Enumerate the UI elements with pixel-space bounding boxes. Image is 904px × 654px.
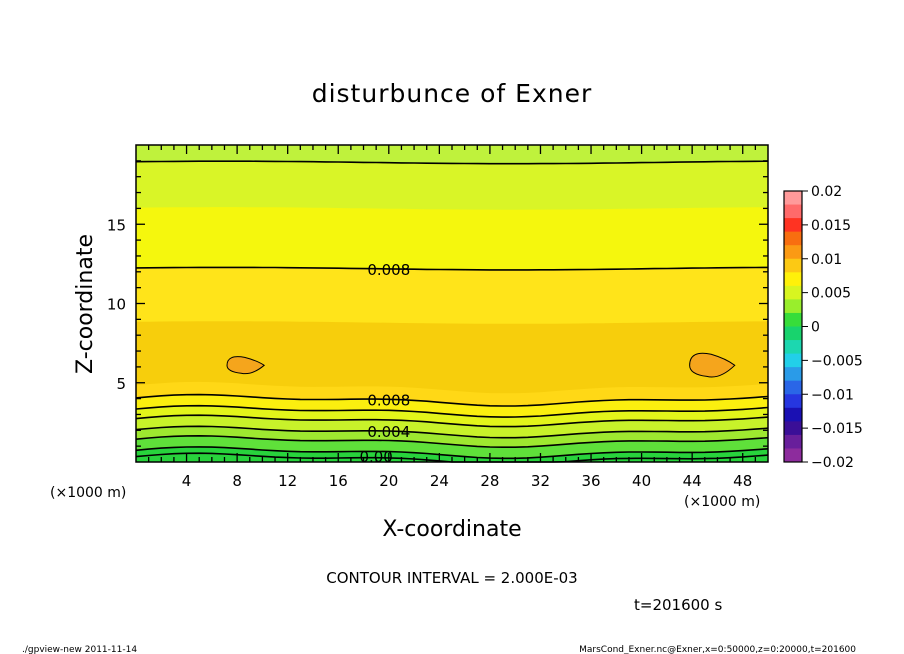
- contour-line-0: [135, 160, 769, 165]
- contour-blob-1: [689, 352, 736, 378]
- colorbar-swatch: [784, 421, 802, 436]
- contour-label-2: 0.004: [367, 423, 410, 441]
- colorbar-swatch: [784, 312, 802, 327]
- x-tick-label: 8: [232, 472, 242, 490]
- x-tick-label: 12: [278, 472, 297, 490]
- x-tick-label: 4: [182, 472, 192, 490]
- colorbar-swatch: [784, 380, 802, 395]
- contour-line-3: [135, 404, 769, 418]
- contour-lines: [135, 160, 769, 463]
- colorbar-tick-label: −0.01: [811, 387, 854, 403]
- y-tick-labels: 5 10 15: [107, 216, 126, 393]
- colorbar-swatch: [784, 191, 802, 206]
- x-tick-label: 36: [581, 472, 600, 490]
- x-tick-label: 40: [632, 472, 651, 490]
- chart-title: disturbunce of Exner: [312, 79, 593, 108]
- colorbar-tick-label: −0.015: [811, 421, 863, 437]
- x-axis-label: X-coordinate: [382, 517, 521, 542]
- y-tick-label: 5: [116, 375, 126, 393]
- contour-interval-text: CONTOUR INTERVAL = 2.000E-03: [326, 569, 577, 587]
- colorbar-tick-label: 0.02: [811, 184, 842, 200]
- colorbar-swatch: [784, 272, 802, 287]
- y-tick-label: 10: [107, 296, 126, 314]
- colorbar-swatch: [784, 434, 802, 449]
- colorbar-swatch: [784, 204, 802, 219]
- colorbar-tick-label: 0.015: [811, 218, 851, 234]
- colorbar-swatch: [784, 353, 802, 368]
- x-tick-label: 28: [480, 472, 499, 490]
- x-tick-label: 32: [531, 472, 550, 490]
- plot-blobs: [226, 352, 736, 378]
- contour-label-1: 0.008: [367, 391, 410, 409]
- contour-line-1: [135, 266, 769, 271]
- colorbar-swatch: [784, 258, 802, 273]
- x-tick-label: 44: [683, 472, 702, 490]
- x-tick-label: 16: [329, 472, 348, 490]
- x-unit-left: (×1000 m): [50, 485, 126, 501]
- contour-line-4: [135, 414, 769, 428]
- colorbar-labels: 0.02 0.015 0.01 0.005 0 −0.005 −0.01 −0.015 −0.0…: [811, 184, 863, 471]
- colorbar-tick-label: 0.005: [811, 286, 851, 302]
- colorbar-swatch: [784, 218, 802, 233]
- contour-line-7: [135, 446, 769, 460]
- colorbar-swatch: [784, 285, 802, 300]
- colorbar-swatch: [784, 299, 802, 314]
- colorbar-swatch: [784, 231, 802, 246]
- colorbar-swatch: [784, 340, 802, 355]
- colorbar-swatch: [784, 394, 802, 409]
- contour-label-0: 0.008: [367, 261, 410, 279]
- x-unit-right: (×1000 m): [684, 494, 760, 510]
- y-axis-label: Z-coordinate: [73, 234, 98, 374]
- x-tick-label: 20: [379, 472, 398, 490]
- x-tick-labels: 4 8 12 16 20 24 28 32 36 40 44 48: [182, 472, 752, 490]
- colorbar-swatch: [784, 407, 802, 422]
- colorbar: [783, 190, 808, 463]
- contour-line-5: [135, 425, 769, 439]
- x-tick-label: 24: [430, 472, 449, 490]
- x-tick-label: 48: [733, 472, 752, 490]
- colorbar-swatch: [784, 326, 802, 341]
- colorbar-swatch: [784, 367, 802, 382]
- colorbar-swatch: [784, 448, 802, 463]
- contour-line-2: [135, 393, 769, 407]
- footer-right: MarsCond_Exner.nc@Exner,x=0:50000,z=0:20…: [579, 645, 856, 654]
- colorbar-tick-label: 0: [811, 320, 820, 336]
- colorbar-tick-label: 0.01: [811, 252, 842, 268]
- colorbar-tick-label: −0.02: [811, 455, 854, 471]
- contour-line-6: [135, 434, 769, 448]
- y-tick-label: 15: [107, 216, 126, 234]
- contour-blob-0: [226, 356, 266, 375]
- axis-ticks: [136, 145, 768, 462]
- time-text: t=201600 s: [634, 596, 722, 614]
- colorbar-swatch: [784, 245, 802, 260]
- colorbar-tick-label: −0.005: [811, 353, 863, 369]
- footer-left: ./gpview-new 2011-11-14: [22, 645, 137, 654]
